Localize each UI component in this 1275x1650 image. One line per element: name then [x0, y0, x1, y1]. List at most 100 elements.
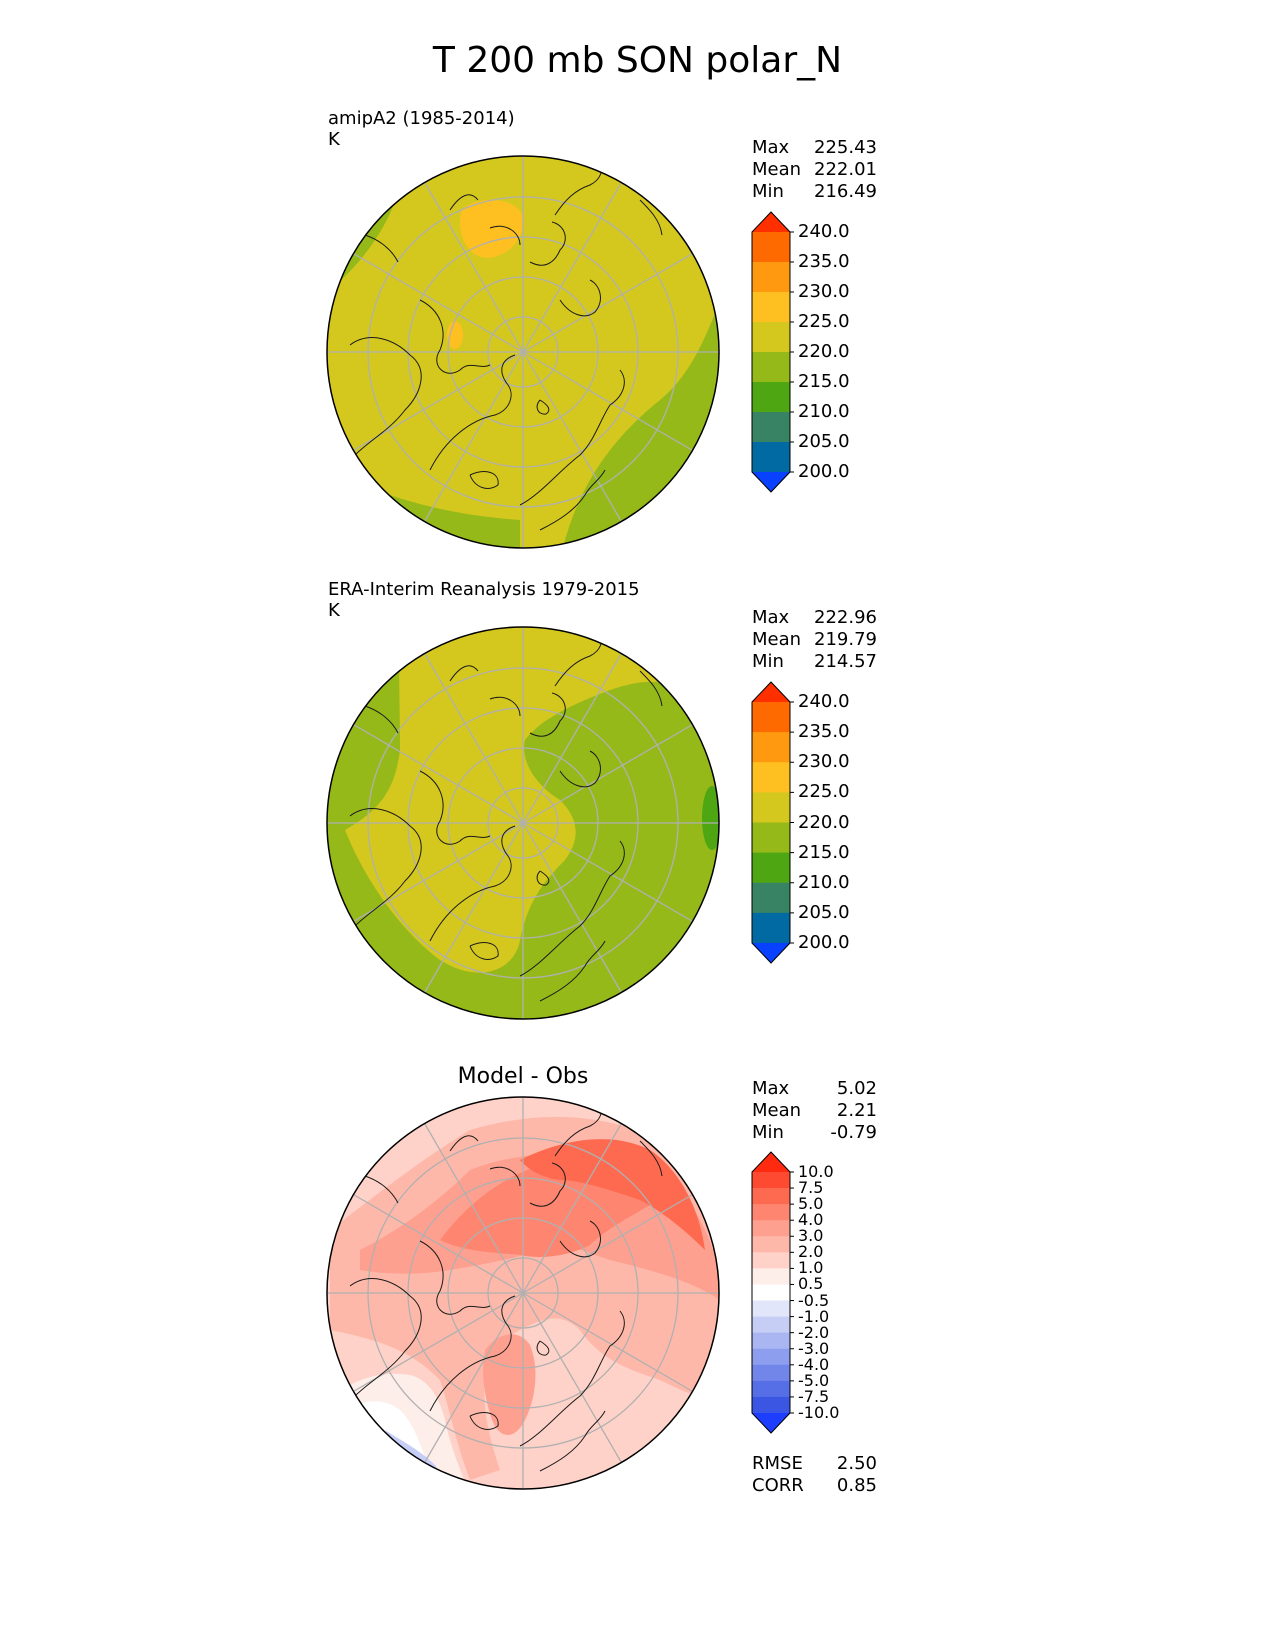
colorbar-band: [752, 732, 790, 763]
colorbar-tick-label: -5.0: [798, 1370, 830, 1390]
stat-value: 219.79: [814, 629, 877, 650]
colorbar-tick-label: 205.0: [798, 901, 850, 923]
colorbar-band: [752, 822, 790, 854]
colorbar-tick-label: 5.0: [798, 1194, 824, 1214]
colorbar-tick-label: 235.0: [798, 251, 850, 272]
colorbar-tick-label: 3.0: [798, 1226, 824, 1246]
colorbar-tick-label: 225.0: [798, 781, 850, 803]
colorbar-band: [752, 1348, 790, 1366]
graticule: [327, 627, 719, 1019]
colorbar-extend-max: [752, 212, 790, 232]
map-panel-1: [326, 155, 720, 549]
colorbar-tick-label: -10.0: [798, 1403, 840, 1422]
colorbar-band: [752, 292, 790, 323]
map-panel-3: [326, 1096, 720, 1490]
stat-name: Max: [752, 1078, 790, 1099]
colorbar-band: [752, 1172, 790, 1189]
colorbar-tick-label: 220.0: [798, 811, 850, 833]
colorbar-tick-label: 240.0: [798, 691, 850, 712]
colorbar-band: [752, 232, 790, 263]
colorbar-panel-2: [751, 681, 794, 964]
colorbar-extend-max: [752, 682, 790, 702]
field-region-5.0-7.5: [520, 1139, 705, 1250]
colorbar-band: [752, 1268, 790, 1285]
colorbar-band: [752, 882, 790, 914]
colorbar-extend-min: [752, 472, 790, 492]
field-region-225-230: [459, 200, 524, 258]
colorbar-tick-label: -4.0: [798, 1354, 830, 1374]
metric-name: CORR: [752, 1475, 804, 1496]
stat-name: Min: [752, 1122, 784, 1143]
colorbar-tick-label: 200.0: [798, 461, 850, 482]
colorbar-tick-label: 225.0: [798, 311, 850, 332]
colorbar-band: [752, 322, 790, 353]
stat-value: 225.43: [814, 137, 877, 158]
panel-2-stats: Max 222.96 Mean 219.79 Min 214.57: [752, 607, 877, 673]
colorbar-band: [752, 1284, 790, 1302]
colorbar-band: [752, 1188, 790, 1205]
colorbar-tick-label: 1.0: [798, 1258, 824, 1278]
stat-value: 2.21: [836, 1100, 877, 1121]
stat-name: Mean: [752, 1100, 802, 1121]
field-spot-225-230: [447, 321, 463, 349]
graticule: [327, 156, 719, 548]
colorbar-tick-label: 7.5: [798, 1178, 824, 1198]
stat-name: Max: [752, 137, 790, 158]
colorbar-tick-label: 210.0: [798, 871, 850, 893]
panel-1-units: K: [328, 129, 340, 150]
colorbar-band: [752, 1316, 790, 1334]
graticule: [327, 1097, 719, 1489]
colorbar-tick-label: 4.0: [798, 1210, 824, 1230]
colorbar-tick-label: 220.0: [798, 341, 850, 362]
colorbar-band: [752, 792, 790, 823]
colorbar-tick-label: 0.5: [798, 1274, 824, 1294]
stat-value: 222.01: [814, 159, 877, 180]
colorbar-tick-label: -0.5: [798, 1290, 830, 1310]
coastlines: [349, 1102, 663, 1472]
colorbar-band: [752, 352, 790, 383]
colorbar-extend-max: [752, 1152, 790, 1172]
stat-name: Max: [752, 607, 790, 628]
colorbar-extend-min: [752, 1413, 790, 1433]
colorbar-band: [752, 1396, 790, 1414]
stat-value: 214.57: [814, 651, 877, 672]
map-boundary: [326, 626, 720, 1020]
colorbar-tick-label: 10.0: [798, 1162, 834, 1181]
colorbar-tick-label: 230.0: [798, 281, 850, 302]
coastlines: [349, 161, 663, 531]
stat-value: -0.79: [830, 1122, 877, 1143]
metric-name: RMSE: [752, 1453, 803, 1474]
map-boundary: [326, 155, 720, 549]
map-boundary: [326, 1096, 720, 1490]
colorbar-band: [752, 1204, 790, 1221]
panel-2-units: K: [328, 600, 340, 621]
panel-3-title: Model - Obs: [457, 1064, 589, 1089]
colorbar-band: [752, 262, 790, 293]
stat-value: 216.49: [814, 181, 877, 202]
colorbar-tick-label: -2.0: [798, 1322, 830, 1342]
panel-3-metrics: RMSE 2.50 CORR 0.85: [752, 1453, 877, 1497]
field-region-3.0-4.0: [482, 1334, 536, 1435]
colorbar-tick-label: 240.0: [798, 221, 850, 242]
colorbar-tick-label: 210.0: [798, 401, 850, 422]
metric-value: 0.85: [836, 1475, 877, 1496]
stat-value: 222.96: [814, 607, 877, 628]
colorbar-extend-min: [752, 943, 790, 963]
colorbar-tick-label: 230.0: [798, 751, 850, 773]
panel-1-label: amipA2 (1985-2014): [328, 108, 515, 129]
colorbar-tick-label: 200.0: [798, 932, 850, 953]
colorbar-band: [752, 1220, 790, 1237]
colorbar-band: [752, 762, 790, 793]
stat-name: Min: [752, 651, 784, 672]
colorbar-tick-label: 215.0: [798, 841, 850, 863]
stat-name: Mean: [752, 159, 802, 180]
panel-3-stats: Max 5.02 Mean 2.21 Min -0.79: [752, 1078, 877, 1144]
colorbar-band: [752, 912, 790, 944]
metric-value: 2.50: [836, 1453, 877, 1474]
stat-name: Mean: [752, 629, 802, 650]
colorbar-band: [752, 442, 790, 473]
field-spot-210-215: [702, 786, 719, 850]
colorbar-tick-label: -7.5: [798, 1386, 830, 1406]
colorbar-tick-label: 205.0: [798, 431, 850, 452]
